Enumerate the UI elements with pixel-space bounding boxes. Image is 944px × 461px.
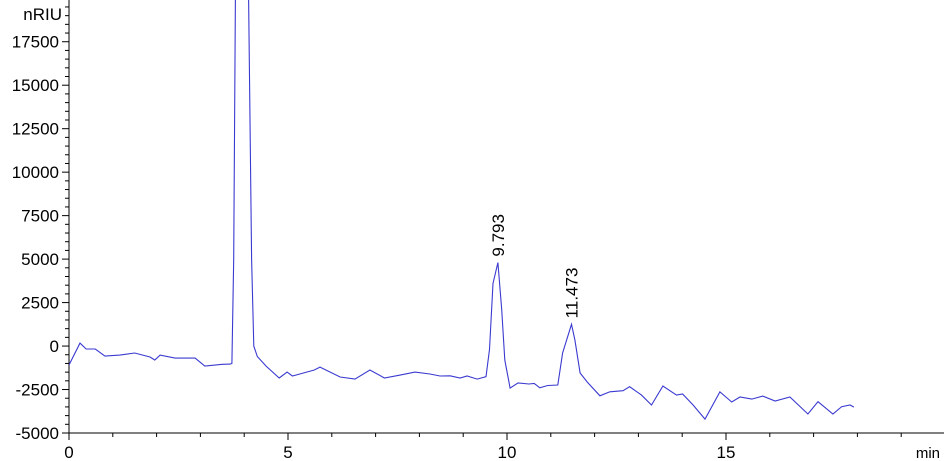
y-tick-label: 2500 — [21, 294, 59, 313]
x-tick-label: 10 — [498, 443, 517, 461]
series-line — [69, 0, 855, 421]
y-axis-label: nRIU — [23, 5, 62, 24]
axes: -5000 -2500 0 2500 5000 7500 10000 12500 15000 17… — [12, 0, 944, 461]
y-tick-label: -2500 — [16, 381, 59, 400]
y-tick-label: 10000 — [12, 163, 59, 182]
peak-label: 9.793 — [489, 214, 508, 257]
x-tick-label: 5 — [283, 443, 292, 461]
peak-annotations: 9.793 11.473 — [489, 214, 582, 318]
x-tick-label: 15 — [717, 443, 736, 461]
y-tick-label: 17500 — [12, 33, 59, 52]
y-tick-label: -5000 — [16, 424, 59, 443]
peak-label: 11.473 — [563, 268, 582, 319]
y-tick-label: 0 — [50, 337, 59, 356]
y-tick-label: 15000 — [12, 76, 59, 95]
x-tick-label: 0 — [64, 443, 73, 461]
y-tick-label: 12500 — [12, 120, 59, 139]
y-tick-label: 7500 — [21, 207, 59, 226]
y-tick-label: 5000 — [21, 250, 59, 269]
x-axis-label: min — [916, 445, 940, 461]
